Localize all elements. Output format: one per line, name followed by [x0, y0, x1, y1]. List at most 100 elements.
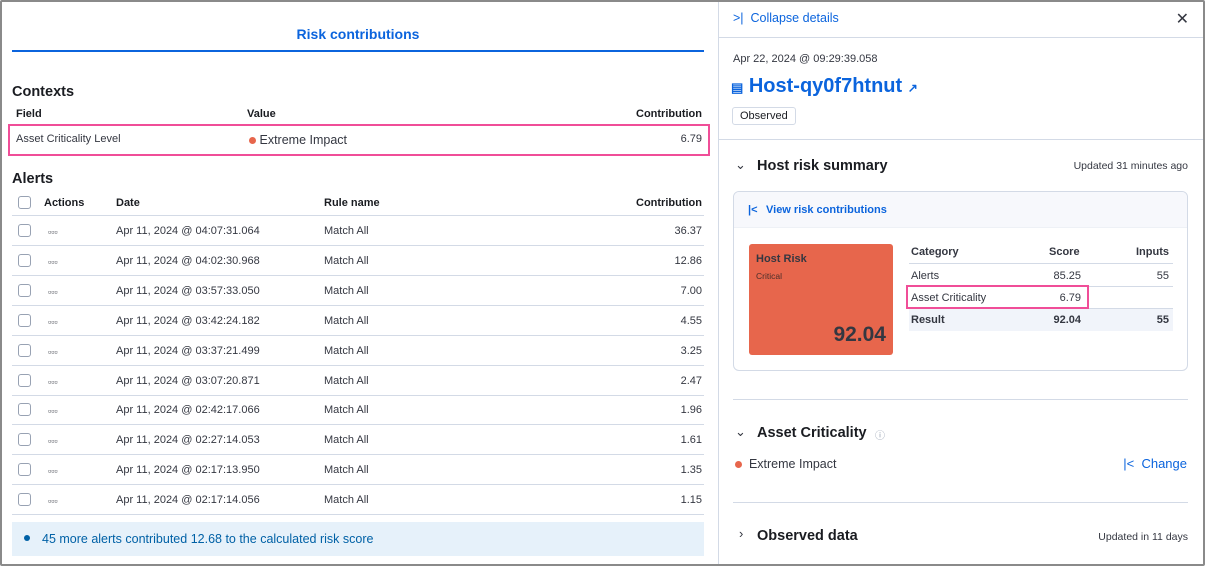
col-date: Date: [116, 197, 140, 209]
col-contribution: Contribution: [636, 197, 702, 209]
chevron-right-icon[interactable]: ›: [739, 526, 744, 541]
row-checkbox[interactable]: [18, 493, 31, 507]
asset-criticality-title[interactable]: Asset Criticality: [757, 425, 867, 441]
risk-contributions-panel: Risk contributions Contexts Field Value …: [2, 2, 718, 564]
alert-rule[interactable]: Match All: [324, 344, 369, 357]
observed-badge: Observed: [732, 107, 796, 125]
criticality-dot-icon: [249, 137, 256, 144]
boxes-horizontal-icon[interactable]: ▫▫▫: [48, 227, 58, 237]
boxes-horizontal-icon[interactable]: ▫▫▫: [48, 376, 58, 387]
table-row: ▫▫▫ Apr 11, 2024 @ 03:07:20.871 Match Al…: [12, 366, 704, 396]
alert-contribution: 1.61: [680, 434, 702, 447]
table-row: ▫▫▫ Apr 11, 2024 @ 04:07:31.064 Match Al…: [12, 216, 704, 246]
callout-text: 45 more alerts contributed 12.68 to the …: [42, 532, 374, 546]
chevron-down-icon[interactable]: ⌄: [735, 157, 746, 172]
alert-contribution: 1.15: [680, 494, 702, 507]
boxes-horizontal-icon[interactable]: ▫▫▫: [48, 466, 58, 477]
alert-date: Apr 11, 2024 @ 03:07:20.871: [116, 374, 260, 387]
row-checkbox[interactable]: [18, 433, 31, 447]
risk-category-table: Category Score Inputs Alerts 85.25 55 As…: [906, 240, 1173, 331]
asset-criticality-value: Extreme Impact: [735, 457, 836, 471]
category: Result: [911, 314, 945, 326]
row-checkbox[interactable]: [18, 313, 31, 327]
alert-contribution: 1.35: [680, 464, 702, 477]
change-button[interactable]: |< Change: [1123, 456, 1187, 471]
row-checkbox[interactable]: [18, 283, 31, 297]
risk-level: Critical: [756, 271, 782, 281]
alert-rule[interactable]: Match All: [324, 404, 369, 417]
row-checkbox[interactable]: [18, 373, 31, 387]
alert-rule[interactable]: Match All: [324, 464, 369, 477]
asset-value-text: Extreme Impact: [748, 457, 837, 471]
collapse-details-button[interactable]: >| Collapse details: [733, 11, 839, 25]
risk-score: 92.04: [833, 323, 886, 346]
host-title[interactable]: ▤ Host-qy0f7htnut ↗: [731, 75, 918, 98]
tab-label: Risk contributions: [296, 26, 420, 42]
criticality-dot-icon: [735, 461, 742, 468]
tab-risk-contributions[interactable]: Risk contributions: [12, 16, 704, 52]
alert-date: Apr 11, 2024 @ 04:07:31.064: [116, 225, 260, 237]
chevron-down-icon[interactable]: ⌄: [735, 424, 746, 439]
result-row: Result 92.04 55: [909, 309, 1173, 331]
boxes-horizontal-icon[interactable]: ▫▫▫: [48, 406, 58, 417]
alert-rule[interactable]: Match All: [324, 374, 369, 387]
collapse-icon: >|: [733, 11, 744, 25]
view-link-label: View risk contributions: [766, 204, 887, 216]
timestamp: Apr 22, 2024 @ 09:29:39.058: [733, 53, 878, 65]
host-risk-box: Host Risk Critical 92.04: [749, 244, 893, 355]
close-icon[interactable]: ✕: [1175, 11, 1189, 28]
alert-rule[interactable]: Match All: [324, 284, 369, 297]
alert-contribution: 36.37: [674, 225, 702, 237]
observed-updated: Updated in 11 days: [1098, 531, 1188, 543]
table-row: ▫▫▫ Apr 11, 2024 @ 03:42:24.182 Match Al…: [12, 306, 704, 336]
alert-date: Apr 11, 2024 @ 02:17:14.056: [116, 494, 260, 507]
table-row: ▫▫▫ Apr 11, 2024 @ 03:37:21.499 Match Al…: [12, 336, 704, 366]
view-risk-contributions-link[interactable]: |< View risk contributions: [734, 192, 1187, 228]
row-checkbox[interactable]: [18, 224, 31, 237]
boxes-horizontal-icon[interactable]: ▫▫▫: [48, 436, 58, 447]
host-risk-summary-title[interactable]: Host risk summary: [757, 158, 888, 174]
external-link-icon: ↗: [907, 81, 918, 95]
col-actions: Actions: [44, 197, 85, 209]
observed-data-title[interactable]: Observed data: [757, 528, 858, 544]
storage-icon: ▤: [731, 80, 744, 95]
alert-date: Apr 11, 2024 @ 02:42:17.066: [116, 404, 260, 417]
alert-contribution: 7.00: [680, 284, 702, 297]
expand-left-icon: |<: [1123, 456, 1135, 471]
alert-rule[interactable]: Match All: [324, 434, 369, 447]
alerts-header: Actions Date Rule name Contribution: [12, 190, 704, 216]
risk-summary-card: |< View risk contributions Host Risk Crit…: [733, 191, 1188, 371]
asset-criticality-highlight: [906, 285, 1089, 309]
category: Alerts: [911, 270, 940, 282]
col-field: Field: [16, 108, 42, 120]
col-score: Score: [1049, 246, 1080, 258]
boxes-horizontal-icon[interactable]: ▫▫▫: [48, 286, 58, 297]
boxes-horizontal-icon[interactable]: ▫▫▫: [48, 256, 58, 267]
alert-rule[interactable]: Match All: [324, 494, 369, 507]
row-checkbox[interactable]: [18, 463, 31, 477]
row-checkbox[interactable]: [18, 403, 31, 417]
alert-rule[interactable]: Match All: [324, 254, 369, 267]
row-checkbox[interactable]: [18, 253, 31, 267]
score: 92.04: [1053, 314, 1081, 326]
score: 6.79: [1059, 292, 1081, 304]
collapse-label: Collapse details: [750, 11, 839, 25]
table-row: ▫▫▫ Apr 11, 2024 @ 02:17:14.056 Match Al…: [12, 485, 704, 516]
boxes-horizontal-icon[interactable]: ▫▫▫: [48, 496, 58, 507]
context-field: Asset Criticality Level: [16, 133, 121, 145]
info-icon[interactable]: ⓘ: [875, 431, 885, 442]
table-row: ▫▫▫ Apr 11, 2024 @ 02:42:17.066 Match Al…: [12, 395, 704, 426]
divider: [733, 399, 1188, 400]
divider: [733, 502, 1188, 503]
row-checkbox[interactable]: [18, 343, 31, 357]
alert-rule[interactable]: Match All: [324, 314, 369, 327]
select-all-checkbox[interactable]: [18, 196, 31, 209]
boxes-horizontal-icon[interactable]: ▫▫▫: [48, 346, 58, 357]
alert-contribution: 12.86: [674, 254, 702, 267]
boxes-horizontal-icon[interactable]: ▫▫▫: [48, 316, 58, 327]
alert-date: Apr 11, 2024 @ 04:02:30.968: [116, 254, 260, 267]
alert-rule[interactable]: Match All: [324, 225, 369, 237]
pin-icon: [24, 535, 30, 541]
alert-date: Apr 11, 2024 @ 03:42:24.182: [116, 314, 260, 327]
table-row: Asset Criticality 6.79: [906, 285, 1173, 309]
